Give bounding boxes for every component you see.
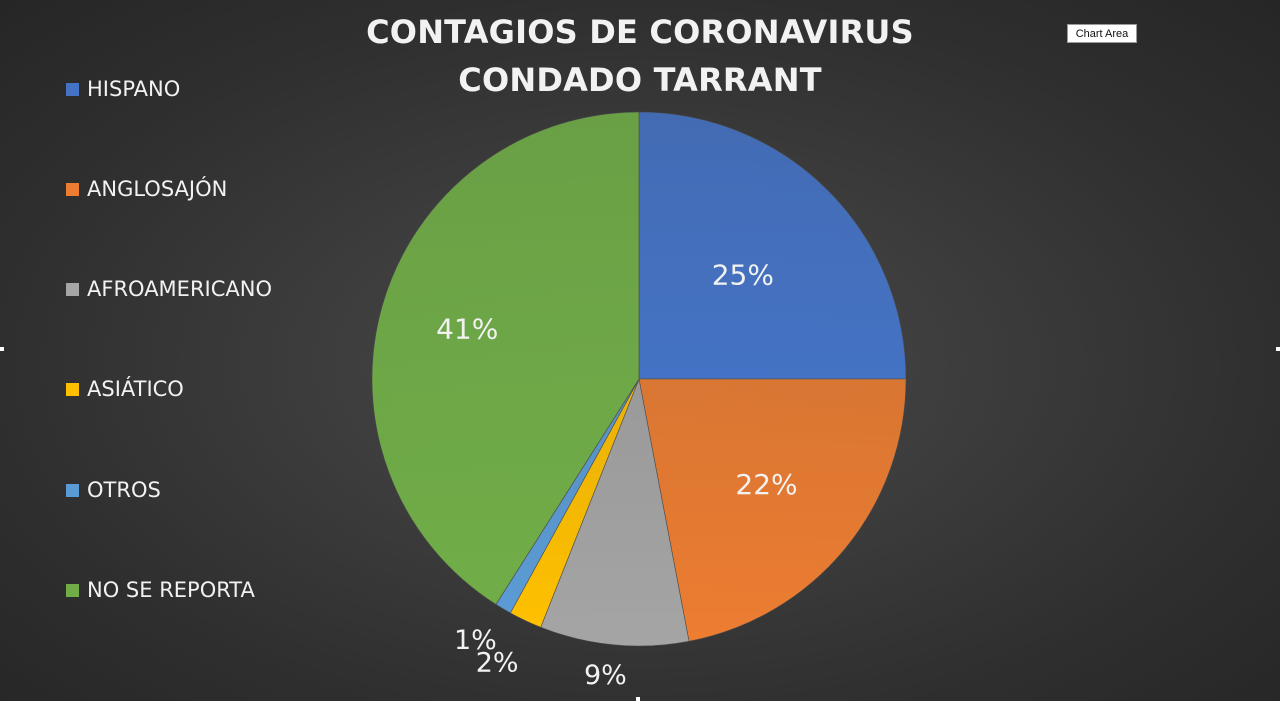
legend-item-hispano[interactable]: HISPANO <box>66 72 180 106</box>
resize-handle-right[interactable] <box>1276 347 1280 351</box>
chart-area-tooltip: Chart Area <box>1067 24 1137 43</box>
data-label-otros: 1% <box>454 625 497 656</box>
data-label-afroamericano: 9% <box>584 660 627 691</box>
legend-swatch-afroamericano <box>66 282 79 296</box>
pie-slices[interactable] <box>371 111 907 647</box>
legend-item-anglosajon[interactable]: ANGLOSAJÓN <box>66 172 227 206</box>
chart-title-line-2: CONDADO TARRANT <box>458 61 822 99</box>
legend-label-afroamericano: AFROAMERICANO <box>87 277 273 301</box>
legend-item-asiatico[interactable]: ASIÁTICO <box>66 372 184 406</box>
legend-item-no-se-reporta[interactable]: NO SE REPORTA <box>66 573 255 607</box>
legend-item-afroamericano[interactable]: AFROAMERICANO <box>66 272 272 306</box>
pie-slice-no-se-reporta[interactable] <box>371 111 640 605</box>
legend-label-hispano: HISPANO <box>87 77 181 101</box>
pie-slice-anglosajon[interactable] <box>638 378 907 642</box>
legend-swatch-no-se-reporta <box>66 583 79 597</box>
data-label-anglosajon: 22% <box>735 468 797 501</box>
data-label-hispano: 25% <box>712 259 774 292</box>
legend-swatch-asiatico <box>66 382 79 396</box>
data-label-asiatico: 2% <box>476 648 519 679</box>
resize-handle-bottom[interactable] <box>636 697 640 701</box>
data-label-no-se-reporta: 41% <box>436 313 498 346</box>
legend-label-no-se-reporta: NO SE REPORTA <box>87 578 255 602</box>
pie-slice-hispano[interactable] <box>638 111 907 380</box>
pie-slice-afroamericano[interactable] <box>540 377 690 647</box>
legend-label-otros: OTROS <box>87 478 161 502</box>
chart-title-line-1: CONTAGIOS DE CORONAVIRUS <box>366 13 914 51</box>
chart-title[interactable]: CONTAGIOS DE CORONAVIRUS CONDADO TARRANT <box>340 8 940 104</box>
legend-swatch-otros <box>66 483 79 497</box>
legend-item-otros[interactable]: OTROS <box>66 473 161 507</box>
legend-swatch-hispano <box>66 82 79 96</box>
resize-handle-left[interactable] <box>0 347 4 351</box>
legend-label-anglosajon: ANGLOSAJÓN <box>87 177 228 201</box>
pie-data-labels: 25% 22% 9% 2%1% 41% <box>436 259 798 691</box>
legend-label-asiatico: ASIÁTICO <box>87 377 184 401</box>
legend-swatch-anglosajon <box>66 182 79 196</box>
